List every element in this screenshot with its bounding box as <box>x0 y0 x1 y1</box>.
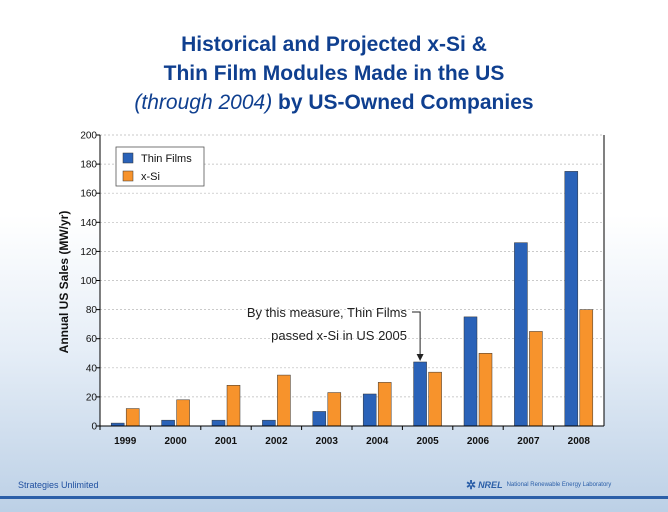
bar-x-si-2008 <box>579 309 594 427</box>
annotation-line-1: By this measure, Thin Films <box>247 305 408 320</box>
bar-x-si-2000 <box>176 399 190 427</box>
bar-x-si-2005 <box>428 371 442 427</box>
annotation-arrow <box>412 311 421 356</box>
bar-thin-films-2002 <box>262 419 276 427</box>
bar-x-si-2004 <box>377 382 392 427</box>
x-tick-label: 2005 <box>416 436 439 447</box>
legend: Thin Films x-Si <box>115 146 205 187</box>
x-tick-label: 2002 <box>265 436 288 447</box>
bar-thin-films-2000 <box>161 419 175 427</box>
x-tick-label: 2001 <box>215 436 238 447</box>
y-tick-label: 160 <box>80 189 97 200</box>
bar-thin-films-2001 <box>211 419 226 427</box>
y-tick-label: 80 <box>86 305 98 316</box>
footer-divider <box>0 496 668 499</box>
y-tick-label: 0 <box>91 422 97 433</box>
annotation-arrowhead <box>416 353 424 361</box>
title-line-3: (through 2004) by US-Owned Companies <box>0 88 668 117</box>
y-tick-label: 60 <box>86 334 98 345</box>
nrel-wordmark: NREL <box>478 480 503 490</box>
annotation: By this measure, Thin Films passed x-Si … <box>247 305 424 361</box>
y-axis-label: Annual US Sales (MW/yr) <box>57 211 71 354</box>
x-tick-label: 2004 <box>366 436 389 447</box>
y-tick-label: 140 <box>80 218 97 229</box>
bar-thin-films-2007 <box>514 242 528 427</box>
annotation-line-2: passed x-Si in US 2005 <box>271 328 407 343</box>
bar-thin-films-2004 <box>362 393 377 427</box>
bar-x-si-2001 <box>226 385 241 427</box>
title-line-2: Thin Film Modules Made in the US <box>163 62 505 85</box>
bar-x-si-2007 <box>529 331 543 427</box>
x-tick-labels: 1999 2000 2001 2002 2003 2004 2005 2006 2007 2008 <box>99 426 591 447</box>
chart-title: Historical and Projected x-Si & Thin Fil… <box>0 30 668 117</box>
x-tick-label: 2006 <box>467 436 490 447</box>
y-tick-label: 20 <box>86 392 98 403</box>
y-tick-labels: 0 20 40 60 80 100 120 140 160 180 200 <box>80 131 100 433</box>
y-tick-label: 40 <box>86 363 98 374</box>
x-tick-label: 2007 <box>517 436 540 447</box>
y-tick-label: 180 <box>80 160 97 171</box>
y-tick-label: 100 <box>80 276 97 287</box>
legend-swatch-thin-films <box>122 152 134 164</box>
bar-x-si-2006 <box>478 353 493 427</box>
bar-x-si-2002 <box>277 374 291 427</box>
source-credit: Strategies Unlimited <box>18 480 99 490</box>
bar-x-si-2003 <box>327 392 342 427</box>
legend-label-thin-films: Thin Films <box>141 153 192 165</box>
bar-thin-films-2005 <box>413 361 427 427</box>
x-tick-label: 2000 <box>164 436 187 447</box>
title-line-1: Historical and Projected x-Si & <box>181 33 487 56</box>
bar-thin-films-2008 <box>564 171 579 427</box>
nrel-star-icon: ✲ <box>466 478 477 492</box>
bars <box>110 171 594 427</box>
title-line-3-italic: (through 2004) <box>134 91 273 114</box>
nrel-lab-name: National Renewable Energy Laboratory <box>506 482 612 488</box>
title-line-3-rest: by US-Owned Companies <box>272 91 534 114</box>
legend-swatch-x-si <box>122 170 134 182</box>
bar-x-si-1999 <box>125 408 140 427</box>
y-tick-label: 120 <box>80 247 97 258</box>
bar-thin-films-2003 <box>312 411 327 427</box>
x-tick-label: 1999 <box>114 436 137 447</box>
x-tick-label: 2008 <box>568 436 591 447</box>
nrel-logo: ✲ NREL National Renewable Energy Laborat… <box>466 478 611 492</box>
bar-thin-films-2006 <box>463 316 478 427</box>
legend-label-x-si: x-Si <box>141 171 160 183</box>
x-tick-label: 2003 <box>316 436 339 447</box>
y-tick-label: 200 <box>80 131 97 142</box>
